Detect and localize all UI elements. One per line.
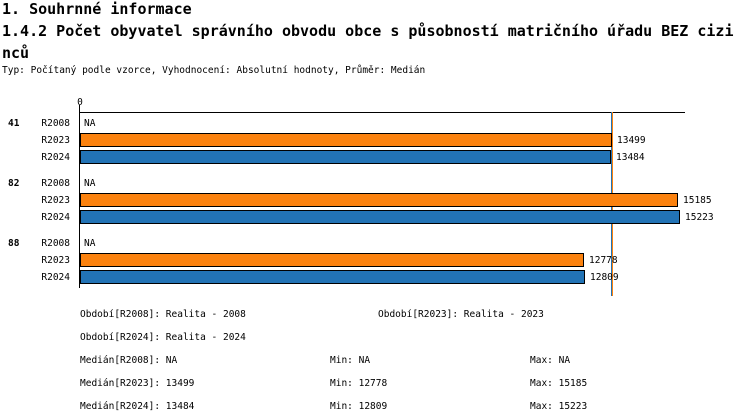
row-label: R2024 (41, 152, 70, 163)
group-label: 82 (8, 178, 20, 189)
chart-meta-info: Typ: Počítaný podle vzorce, Vyhodnocení:… (2, 65, 426, 76)
bar-r2023 (80, 253, 584, 267)
bar-value-label: 13484 (616, 152, 645, 163)
bar-value-label: 13499 (617, 135, 646, 146)
bar-r2024 (80, 270, 585, 284)
bar-value-label: 15223 (685, 212, 714, 223)
bar-r2023 (80, 133, 612, 147)
bar-r2024 (80, 150, 611, 164)
report-title: 1. Souhrnné informace (2, 0, 192, 18)
legend-min-r2023: Min: 12778 (330, 378, 388, 389)
bar-value-label: NA (84, 178, 96, 189)
row-label: R2024 (41, 212, 70, 223)
bar-value-label: 12778 (589, 255, 618, 266)
legend-obdobi-r2008: Období[R2008]: Realita - 2008 (80, 309, 246, 320)
legend-min-r2008: Min: NA (330, 355, 371, 366)
legend-max-r2024: Max: 15223 (530, 401, 588, 412)
bar-value-label: NA (84, 238, 96, 249)
legend-min-r2024: Min: 12809 (330, 401, 388, 412)
bar-value-label: NA (84, 118, 96, 129)
axis-top-line (80, 112, 685, 113)
group-label: 41 (8, 118, 20, 129)
row-label: R2023 (41, 255, 70, 266)
bar-group-88: 88 R2008 R2023 R2024 NA 12778 12809 (0, 232, 750, 292)
bar-r2023 (80, 193, 678, 207)
bar-r2024 (80, 210, 680, 224)
row-label: R2008 (41, 178, 70, 189)
axis-baseline (79, 105, 80, 288)
legend-obdobi-r2023: Období[R2023]: Realita - 2023 (378, 309, 544, 320)
group-label: 88 (8, 238, 20, 249)
legend-max-r2008: Max: NA (530, 355, 571, 366)
bar-group-41: 41 R2008 R2023 R2024 NA 13499 13484 (0, 112, 750, 172)
legend-max-r2023: Max: 15185 (530, 378, 588, 389)
legend-median-r2023: Medián[R2023]: 13499 (80, 378, 195, 389)
axis-zero-tick-label: 0 (77, 97, 83, 108)
chart-title-line2: nců (2, 44, 30, 62)
row-label: R2023 (41, 135, 70, 146)
row-label: R2008 (41, 238, 70, 249)
row-label: R2024 (41, 272, 70, 283)
bar-value-label: 15185 (683, 195, 712, 206)
row-label: R2023 (41, 195, 70, 206)
legend-median-r2008: Medián[R2008]: NA (80, 355, 178, 366)
bar-value-label: 12809 (590, 272, 619, 283)
chart-title-line1: 1.4.2 Počet obyvatel správního obvodu ob… (2, 22, 734, 40)
row-label: R2008 (41, 118, 70, 129)
legend-obdobi-r2024: Období[R2024]: Realita - 2024 (80, 332, 246, 343)
bar-group-82: 82 R2008 R2023 R2024 NA 15185 15223 (0, 172, 750, 232)
legend-median-r2024: Medián[R2024]: 13484 (80, 401, 195, 412)
